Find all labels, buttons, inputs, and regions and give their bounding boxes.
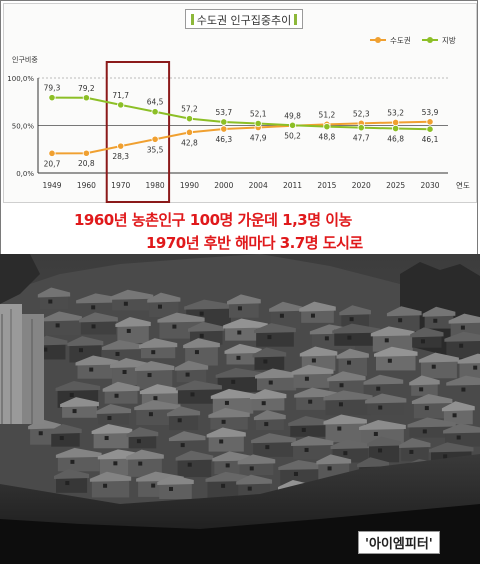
data-label: 35,5 bbox=[147, 145, 164, 154]
data-point bbox=[151, 135, 159, 143]
data-point bbox=[82, 94, 90, 102]
data-point bbox=[185, 115, 194, 123]
x-tick-label: 1990 bbox=[180, 181, 199, 190]
x-tick-label: 2020 bbox=[352, 181, 371, 190]
x-tick-label: 1970 bbox=[111, 181, 130, 190]
data-point bbox=[220, 118, 228, 126]
highlight-box bbox=[105, 61, 171, 203]
data-label: 46,8 bbox=[387, 135, 404, 144]
series-line-0 bbox=[51, 120, 431, 155]
data-point bbox=[392, 124, 400, 133]
y-tick-label: 100,0% bbox=[7, 75, 34, 83]
x-tick-label: 1960 bbox=[77, 181, 96, 190]
data-label: 79,2 bbox=[78, 84, 95, 93]
y-tick-label: 0,0% bbox=[16, 170, 34, 178]
data-label: 46,3 bbox=[215, 135, 232, 144]
data-label: 28,3 bbox=[112, 152, 129, 161]
data-point bbox=[185, 128, 194, 136]
data-label: 53,2 bbox=[387, 108, 404, 117]
legend-marker bbox=[427, 37, 433, 43]
data-label: 20,8 bbox=[78, 159, 95, 168]
data-point bbox=[254, 119, 262, 128]
data-label: 51,2 bbox=[319, 110, 336, 119]
y-axis-label: 인구비중 bbox=[12, 55, 38, 64]
data-point bbox=[357, 124, 365, 132]
chart-panel: 수도권 인구집중추이 bbox=[3, 3, 477, 203]
data-label: 71,7 bbox=[112, 91, 129, 100]
x-tick-label: 2011 bbox=[283, 181, 302, 190]
house-cluster bbox=[28, 287, 480, 510]
x-tick-label: 2015 bbox=[317, 181, 336, 190]
caption-line-2: 1970년 후반 해마다 3.7명 도시로 bbox=[146, 234, 363, 252]
data-point bbox=[426, 125, 434, 133]
chart-title-box: 수도권 인구집중추이 bbox=[185, 9, 303, 29]
data-label: 53,7 bbox=[215, 108, 232, 117]
line-chart: 인구비중 100,0% 50,0% 0,0% 1949 1960 1970 1980 1990 2… bbox=[7, 35, 470, 203]
series-line-1 bbox=[51, 96, 431, 131]
data-label: 50,2 bbox=[284, 131, 301, 140]
legend-marker bbox=[375, 37, 381, 43]
legend-label: 지방 bbox=[442, 35, 456, 45]
x-tick-label: 1949 bbox=[42, 181, 61, 190]
data-label: 47,7 bbox=[353, 134, 370, 143]
data-point bbox=[48, 94, 56, 102]
data-point bbox=[117, 142, 125, 150]
data-point bbox=[392, 118, 400, 127]
data-label: 64,5 bbox=[147, 98, 164, 107]
data-point bbox=[48, 149, 56, 157]
caption-block: 1960년 농촌인구 100명 가운데 1,3명 이농 1970년 후반 해마다… bbox=[0, 205, 480, 255]
data-label: 53,9 bbox=[422, 108, 439, 117]
caption-line-1: 1960년 농촌인구 100명 가운데 1,3명 이농 bbox=[74, 211, 352, 229]
data-label: 46,1 bbox=[422, 135, 439, 144]
data-point bbox=[323, 123, 331, 131]
data-label: 57,2 bbox=[181, 105, 198, 114]
legend-label: 수도권 bbox=[390, 36, 411, 45]
data-point bbox=[426, 118, 434, 126]
x-tick-label: 2025 bbox=[386, 181, 405, 190]
data-label: 47,9 bbox=[250, 133, 267, 142]
data-point bbox=[82, 149, 90, 157]
data-point bbox=[220, 125, 228, 133]
x-tick-label: 1980 bbox=[146, 181, 165, 190]
data-label: 52,1 bbox=[250, 110, 267, 119]
chart-title: 수도권 인구집중추이 bbox=[196, 14, 292, 27]
watermark: '아이엠피터' bbox=[358, 531, 440, 554]
title-accent-bar bbox=[191, 14, 194, 25]
hillside-shantytown-photo bbox=[0, 254, 480, 564]
data-label: 42,8 bbox=[181, 138, 198, 147]
title-accent-bar bbox=[294, 14, 297, 25]
x-tick-label: 2030 bbox=[420, 181, 439, 190]
x-axis-label: 연도 bbox=[456, 181, 470, 190]
x-tick-label: 2004 bbox=[249, 181, 268, 190]
data-label: 48,8 bbox=[319, 133, 336, 142]
data-label: 52,3 bbox=[353, 109, 370, 118]
data-label: 20,7 bbox=[44, 159, 61, 168]
data-label: 79,3 bbox=[44, 84, 61, 93]
data-point bbox=[151, 108, 159, 116]
data-point bbox=[117, 101, 125, 109]
data-point bbox=[288, 121, 297, 129]
data-label: 49,8 bbox=[284, 112, 301, 121]
y-tick-label: 50,0% bbox=[12, 123, 35, 131]
x-tick-label: 2000 bbox=[214, 181, 233, 190]
